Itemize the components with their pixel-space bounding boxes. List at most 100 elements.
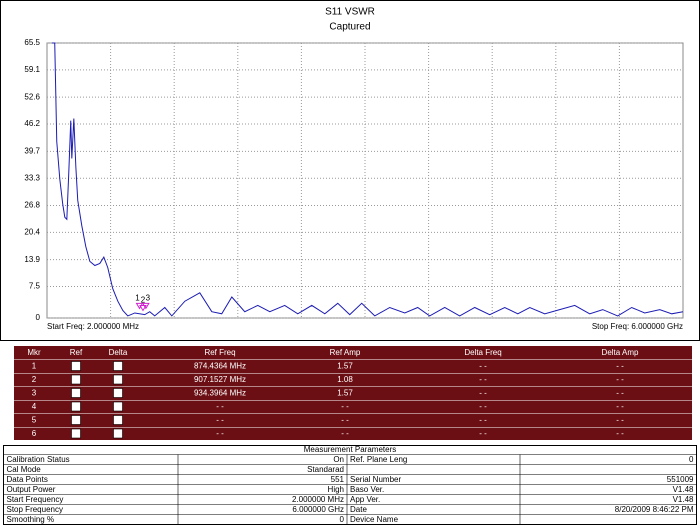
marker-header: Delta — [109, 348, 128, 357]
y-tick-label: 7.5 — [29, 282, 41, 291]
param-cell: Cal Mode — [7, 465, 42, 474]
param-cell: Baso Ver. — [350, 485, 384, 494]
chart-subtitle: Captured — [329, 22, 370, 33]
marker-cell: 1.08 — [337, 375, 353, 384]
param-cell: Smoothing % — [7, 515, 55, 524]
param-cell: Data Points — [7, 475, 48, 484]
param-cell: Date — [350, 505, 367, 514]
marker-cell: - - — [616, 375, 624, 384]
y-tick-label: 59.1 — [24, 65, 40, 74]
checkbox — [71, 361, 81, 371]
marker-cell: - - — [616, 362, 624, 371]
marker-header: Mkr — [27, 348, 41, 357]
checkbox — [113, 388, 123, 398]
marker-cell: - - — [479, 362, 487, 371]
marker-header: Delta Freq — [464, 348, 501, 357]
marker-cell: 1.57 — [337, 362, 353, 371]
checkbox — [113, 374, 123, 385]
marker — [139, 304, 147, 312]
checkbox — [113, 361, 123, 371]
marker-cell: 1.57 — [337, 389, 353, 398]
param-cell: 6.000000 GHz — [292, 505, 344, 514]
y-tick-label: 33.3 — [24, 173, 40, 182]
y-tick-label: 26.8 — [24, 201, 40, 210]
param-cell: Standarad — [307, 465, 344, 474]
marker-header: Ref Amp — [330, 348, 361, 357]
marker-cell: - - — [616, 429, 624, 438]
start-freq-label: Start Freq: 2.000000 MHz — [47, 322, 139, 331]
parameters-title: Measurement Parameters — [304, 445, 396, 454]
marker-header: Delta Amp — [602, 348, 639, 357]
marker-cell: - - — [479, 416, 487, 425]
checkbox — [113, 428, 123, 439]
marker-cell: 907.1527 MHz — [194, 375, 246, 384]
stop-freq-label: Stop Freq: 6.000000 GHz — [592, 322, 683, 331]
param-cell: 0 — [689, 455, 694, 464]
y-tick-label: 13.9 — [24, 255, 40, 264]
marker — [141, 302, 150, 310]
param-cell: App Ver. — [350, 495, 380, 504]
marker-cell: - - — [341, 402, 349, 411]
param-cell: Device Name — [350, 515, 399, 524]
checkbox — [71, 415, 81, 425]
parameters-frame — [3, 445, 697, 525]
marker-header: Ref Freq — [204, 348, 235, 357]
marker-table-bg — [14, 346, 692, 440]
y-tick-label: 0 — [36, 313, 41, 322]
checkbox — [71, 428, 81, 439]
param-cell: 551009 — [667, 475, 694, 484]
marker-label: 3 — [146, 294, 151, 303]
marker-cell: 5 — [32, 416, 37, 425]
param-cell: V1.48 — [673, 495, 694, 504]
marker-cell: - - — [479, 375, 487, 384]
param-cell: Ref. Plane Leng — [350, 455, 407, 464]
param-cell: 2.000000 MHz — [292, 495, 344, 504]
marker-cell: - - — [616, 402, 624, 411]
trace — [51, 42, 684, 317]
checkbox — [71, 401, 81, 412]
param-cell: 551 — [331, 475, 345, 484]
y-tick-label: 39.7 — [24, 146, 40, 155]
marker-cell: 3 — [32, 389, 37, 398]
marker-cell: - - — [479, 389, 487, 398]
param-cell: On — [333, 455, 344, 464]
marker-cell: 1 — [32, 362, 37, 371]
marker-cell: - - — [616, 416, 624, 425]
checkbox — [71, 374, 81, 385]
marker-cell: 4 — [32, 402, 37, 411]
param-cell: Output Power — [7, 485, 56, 494]
y-tick-label: 52.6 — [24, 92, 40, 101]
param-cell: Stop Frequency — [7, 505, 63, 514]
marker-cell: - - — [216, 416, 224, 425]
param-cell: Start Frequency — [7, 495, 64, 504]
marker-cell: 934.3964 MHz — [194, 389, 246, 398]
marker-cell: 6 — [32, 429, 37, 438]
marker-cell: 874.4364 MHz — [194, 362, 246, 371]
checkbox — [71, 388, 81, 398]
y-tick-label: 65.5 — [24, 38, 40, 47]
param-cell: 0 — [340, 515, 345, 524]
marker-cell: - - — [216, 429, 224, 438]
marker-label: 2 — [141, 296, 146, 305]
param-cell: 8/20/2009 8:46:22 PM — [615, 505, 694, 514]
y-tick-label: 20.4 — [24, 227, 40, 236]
marker-cell: - - — [616, 389, 624, 398]
marker-cell: - - — [479, 429, 487, 438]
marker-cell: 2 — [32, 375, 37, 384]
marker-header: Ref — [70, 348, 83, 357]
y-tick-label: 46.2 — [24, 119, 40, 128]
marker-cell: - - — [341, 416, 349, 425]
marker-label: 1 — [135, 294, 140, 303]
param-cell: High — [328, 485, 344, 494]
marker-cell: - - — [216, 402, 224, 411]
checkbox — [113, 415, 123, 425]
marker-cell: - - — [341, 429, 349, 438]
param-cell: V1.48 — [673, 485, 694, 494]
chart-frame — [0, 0, 700, 341]
chart-title: S11 VSWR — [325, 7, 375, 18]
marker-cell: - - — [479, 402, 487, 411]
checkbox — [113, 401, 123, 412]
param-cell: Serial Number — [350, 475, 401, 484]
param-cell: Calibration Status — [7, 455, 70, 464]
